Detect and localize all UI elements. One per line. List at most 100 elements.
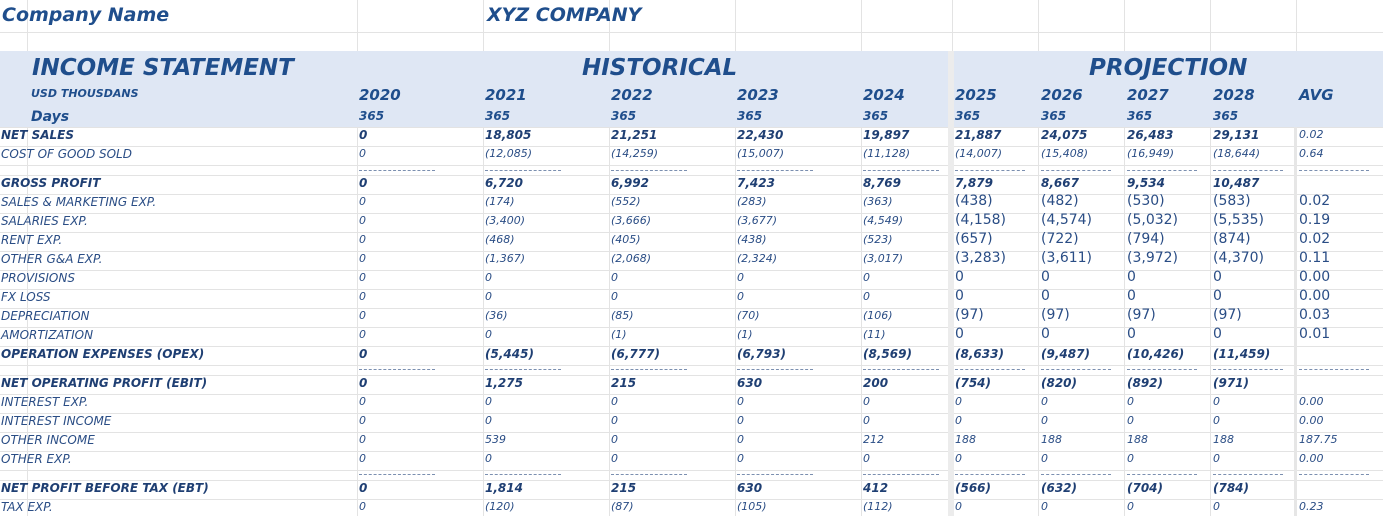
row-label[interactable]: INTEREST EXP. xyxy=(1,395,89,409)
value-cell[interactable]: (754) xyxy=(955,376,992,390)
value-cell[interactable]: (120) xyxy=(485,500,515,513)
year-header[interactable]: 2025 xyxy=(955,86,997,104)
value-cell[interactable]: (105) xyxy=(737,500,767,513)
value-cell[interactable]: 0 xyxy=(485,271,492,284)
value-cell[interactable]: 0 xyxy=(955,288,964,304)
avg-cell[interactable]: 0.19 xyxy=(1299,212,1331,228)
value-cell[interactable]: 8,769 xyxy=(863,176,901,190)
value-cell[interactable]: 0 xyxy=(485,452,492,465)
row-label[interactable]: SALARIES EXP. xyxy=(1,214,88,228)
value-cell[interactable]: 0 xyxy=(863,395,870,408)
days-value[interactable]: 365 xyxy=(955,109,981,123)
value-cell[interactable]: 0 xyxy=(359,271,366,284)
value-cell[interactable]: (4,549) xyxy=(863,214,904,227)
value-cell[interactable]: (971) xyxy=(1213,376,1250,390)
value-cell[interactable]: (892) xyxy=(1127,376,1164,390)
value-cell[interactable]: (16,949) xyxy=(1127,147,1175,160)
value-cell[interactable]: 0 xyxy=(1127,288,1136,304)
value-cell[interactable]: (36) xyxy=(485,309,508,322)
row-label[interactable]: RENT EXP. xyxy=(1,233,63,247)
value-cell[interactable]: 0 xyxy=(359,252,366,265)
value-cell[interactable]: (1) xyxy=(611,328,627,341)
days-value[interactable]: 365 xyxy=(1041,109,1067,123)
row-label[interactable]: FX LOSS xyxy=(1,290,51,304)
avg-cell[interactable]: 0.00 xyxy=(1299,414,1324,427)
value-cell[interactable]: 0 xyxy=(359,328,366,341)
avg-cell[interactable]: 0.00 xyxy=(1299,452,1324,465)
value-cell[interactable]: 0 xyxy=(863,290,870,303)
value-cell[interactable]: (523) xyxy=(863,233,893,246)
value-cell[interactable]: 0 xyxy=(359,433,366,446)
value-cell[interactable]: 0 xyxy=(737,414,744,427)
year-header[interactable]: 2024 xyxy=(863,86,905,104)
value-cell[interactable]: 0 xyxy=(485,328,492,341)
value-cell[interactable]: 188 xyxy=(1127,433,1148,446)
value-cell[interactable]: 6,992 xyxy=(611,176,649,190)
value-cell[interactable]: (3,611) xyxy=(1041,250,1093,266)
row-label[interactable]: OTHER EXP. xyxy=(1,452,72,466)
year-header[interactable]: 2021 xyxy=(485,86,527,104)
value-cell[interactable]: (87) xyxy=(611,500,634,513)
days-value[interactable]: 365 xyxy=(863,109,889,123)
value-cell[interactable]: (14,007) xyxy=(955,147,1003,160)
value-cell[interactable]: 0 xyxy=(863,414,870,427)
value-cell[interactable]: 0 xyxy=(611,414,618,427)
income-statement-title[interactable]: INCOME STATEMENT xyxy=(32,55,294,81)
year-header[interactable]: 2023 xyxy=(737,86,779,104)
value-cell[interactable]: 412 xyxy=(863,481,889,495)
value-cell[interactable]: (874) xyxy=(1213,231,1251,247)
avg-cell[interactable]: 0.02 xyxy=(1299,231,1331,247)
value-cell[interactable]: (3,400) xyxy=(485,214,526,227)
value-cell[interactable]: 18,805 xyxy=(485,128,532,142)
value-cell[interactable]: (4,370) xyxy=(1213,250,1265,266)
value-cell[interactable]: 0 xyxy=(955,326,964,342)
value-cell[interactable]: 0 xyxy=(955,500,962,513)
value-cell[interactable]: 215 xyxy=(611,376,637,390)
company-name-label[interactable]: Company Name xyxy=(2,4,170,26)
value-cell[interactable]: (14,259) xyxy=(611,147,659,160)
value-cell[interactable]: 0 xyxy=(737,433,744,446)
value-cell[interactable]: 0 xyxy=(1041,414,1048,427)
value-cell[interactable]: 0 xyxy=(1041,452,1048,465)
value-cell[interactable]: (97) xyxy=(1041,307,1070,323)
value-cell[interactable]: (566) xyxy=(955,481,992,495)
row-label[interactable]: AMORTIZATION xyxy=(1,328,94,342)
value-cell[interactable]: 0 xyxy=(359,309,366,322)
row-label[interactable]: SALES & MARKETING EXP. xyxy=(1,195,157,209)
value-cell[interactable]: (3,666) xyxy=(611,214,652,227)
value-cell[interactable]: (552) xyxy=(611,195,641,208)
units-label[interactable]: USD THOUSDANS xyxy=(31,87,139,100)
company-name-value[interactable]: XYZ COMPANY xyxy=(487,4,642,26)
value-cell[interactable]: (112) xyxy=(863,500,893,513)
row-label[interactable]: DEPRECIATION xyxy=(1,309,90,323)
value-cell[interactable]: 0 xyxy=(611,452,618,465)
value-cell[interactable]: 0 xyxy=(485,395,492,408)
value-cell[interactable]: 188 xyxy=(1213,433,1234,446)
value-cell[interactable]: (70) xyxy=(737,309,760,322)
value-cell[interactable]: 188 xyxy=(955,433,976,446)
value-cell[interactable]: 0 xyxy=(1213,452,1220,465)
value-cell[interactable]: 0 xyxy=(611,433,618,446)
avg-cell[interactable]: 0.01 xyxy=(1299,326,1331,342)
value-cell[interactable]: 0 xyxy=(955,452,962,465)
days-value[interactable]: 365 xyxy=(737,109,763,123)
value-cell[interactable]: (8,569) xyxy=(863,347,912,361)
row-label[interactable]: OTHER INCOME xyxy=(1,433,95,447)
value-cell[interactable]: (5,032) xyxy=(1127,212,1179,228)
avg-cell[interactable]: 0.02 xyxy=(1299,193,1331,209)
days-label[interactable]: Days xyxy=(31,109,70,125)
days-value[interactable]: 365 xyxy=(359,109,385,123)
value-cell[interactable]: (8,633) xyxy=(955,347,1004,361)
value-cell[interactable]: (174) xyxy=(485,195,515,208)
value-cell[interactable]: 0 xyxy=(1127,452,1134,465)
value-cell[interactable]: 0 xyxy=(611,290,618,303)
days-value[interactable]: 365 xyxy=(485,109,511,123)
avg-cell[interactable]: 0.00 xyxy=(1299,288,1331,304)
year-header[interactable]: 2026 xyxy=(1041,86,1083,104)
days-value[interactable]: 365 xyxy=(1127,109,1153,123)
value-cell[interactable]: 0 xyxy=(1041,269,1050,285)
value-cell[interactable]: (11) xyxy=(863,328,886,341)
avg-cell[interactable]: 0.23 xyxy=(1299,500,1324,513)
value-cell[interactable]: (97) xyxy=(955,307,984,323)
value-cell[interactable]: 0 xyxy=(1041,288,1050,304)
